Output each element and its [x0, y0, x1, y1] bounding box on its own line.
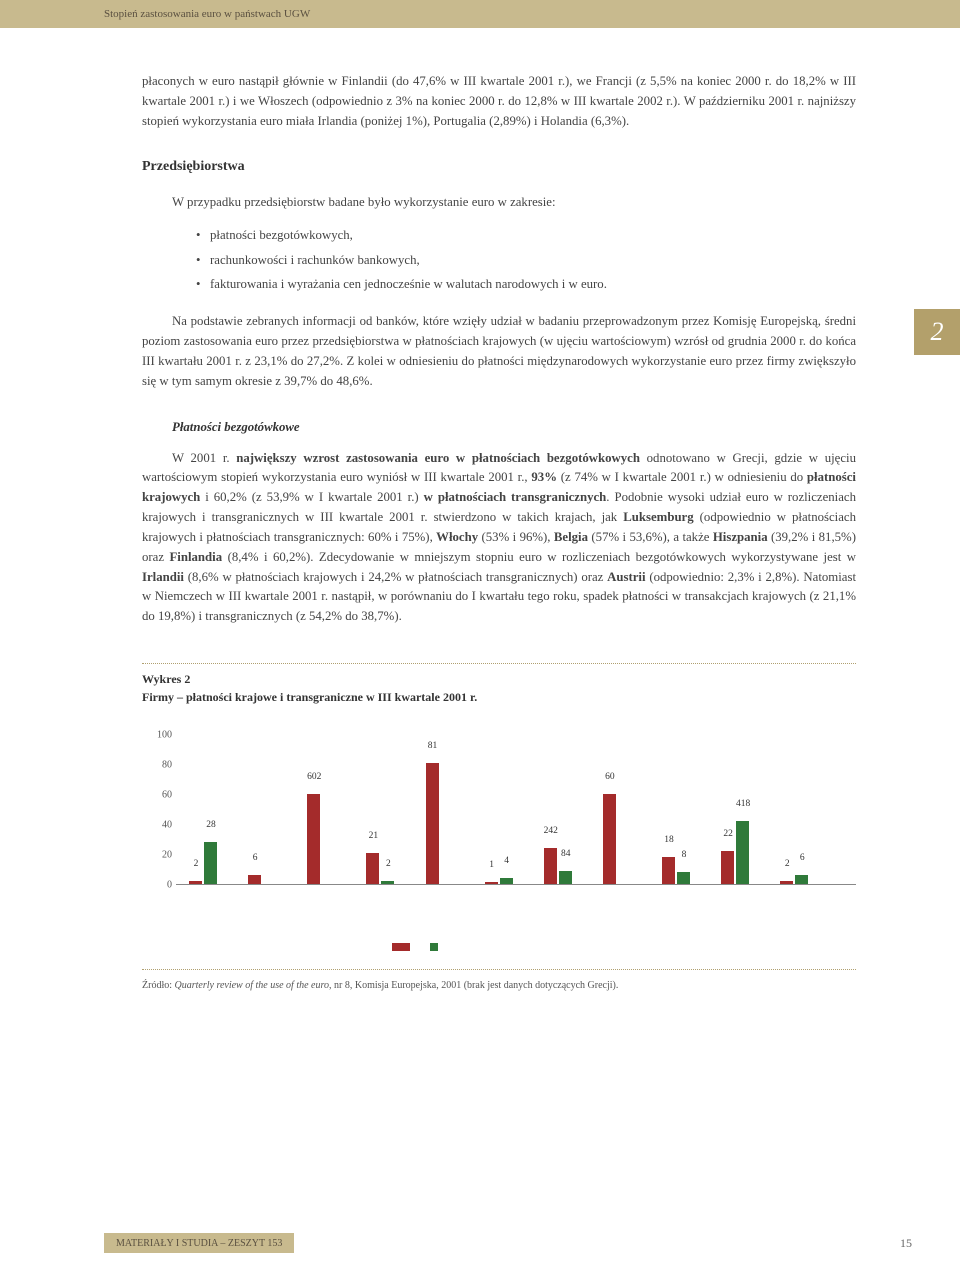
chart-block: Wykres 2 Firmy – płatności krajowe i tra…: [142, 663, 856, 991]
y-tick: 60: [162, 790, 172, 801]
page-number: 15: [900, 1236, 912, 1251]
bar-label: 81: [423, 741, 443, 751]
bar-crossborder: [795, 875, 808, 884]
bar-crossborder: [204, 842, 217, 884]
subsection-heading: Płatności bezgotówkowe: [172, 420, 856, 435]
bar-crossborder: [559, 871, 572, 884]
bar-domestic: [721, 851, 734, 884]
bar-label: 6: [792, 853, 812, 863]
bar-domestic: [189, 881, 202, 884]
bar-domestic: [780, 881, 793, 884]
bar-domestic: [307, 794, 320, 884]
y-tick: 100: [157, 730, 172, 741]
page: Stopień zastosowania euro w państwach UG…: [0, 0, 960, 1271]
y-tick: 40: [162, 820, 172, 831]
intro-paragraph: płaconych w euro nastąpił głównie w Finl…: [142, 72, 856, 131]
bar-label: 84: [556, 849, 576, 859]
bar-crossborder: [736, 821, 749, 884]
bar-label: 242: [541, 826, 561, 836]
plot-area: 2286602212811424284601882241826: [176, 735, 856, 885]
chart-area: 020406080100 228660221281142428460188224…: [142, 735, 856, 915]
bar-domestic: [603, 794, 616, 884]
bar-label: 4: [497, 856, 517, 866]
bar-domestic: [485, 882, 498, 884]
bar-label: 418: [733, 799, 753, 809]
chart-subtitle: Firmy – płatności krajowe i transgranicz…: [142, 690, 856, 705]
list-item: fakturowania i wyrażania cen jednocześni…: [196, 272, 856, 296]
paragraph: Na podstawie zebranych informacji od ban…: [142, 312, 856, 391]
bar-label: 2: [378, 859, 398, 869]
bar-label: 21: [363, 831, 383, 841]
chapter-number: 2: [931, 317, 944, 347]
y-tick: 0: [167, 880, 172, 891]
list-item: płatności bezgotówkowych,: [196, 223, 856, 247]
legend-swatch-a: [392, 943, 410, 951]
bullets-intro: W przypadku przedsiębiorstw badane było …: [172, 193, 856, 213]
footer-series: MATERIAŁY I STUDIA – ZESZYT 153: [104, 1233, 294, 1253]
legend: [392, 943, 438, 951]
bar-domestic: [426, 763, 439, 885]
chart-source: Źródło: Quarterly review of the use of t…: [142, 980, 856, 991]
bar-label: 2: [186, 859, 206, 869]
section-heading: Przedsiębiorstwa: [142, 159, 856, 175]
running-header: Stopień zastosowania euro w państwach UG…: [0, 0, 960, 28]
bar-label: 22: [718, 829, 738, 839]
divider: [142, 663, 856, 664]
bar-crossborder: [381, 881, 394, 884]
paragraph: W 2001 r. największy wzrost zastosowania…: [142, 449, 856, 627]
bar-crossborder: [677, 872, 690, 884]
bar-domestic: [662, 857, 675, 884]
chapter-tab: 2: [914, 309, 960, 355]
legend-item: [430, 943, 438, 951]
bar-label: 6: [245, 853, 265, 863]
content-area: 2 płaconych w euro nastąpił głównie w Fi…: [0, 72, 960, 991]
bar-label: 602: [304, 772, 324, 782]
legend-swatch-b: [430, 943, 438, 951]
bullet-list: płatności bezgotówkowych, rachunkowości …: [196, 223, 856, 296]
list-item: rachunkowości i rachunków bankowych,: [196, 248, 856, 272]
footer: MATERIAŁY I STUDIA – ZESZYT 153 15: [104, 1233, 912, 1253]
y-axis: 020406080100: [142, 735, 172, 885]
y-tick: 80: [162, 760, 172, 771]
running-title: Stopień zastosowania euro w państwach UG…: [104, 8, 310, 20]
bar-label: 60: [600, 772, 620, 782]
bar-label: 18: [659, 835, 679, 845]
chart-caption: Wykres 2: [142, 672, 856, 687]
legend-item: [392, 943, 410, 951]
divider: [142, 969, 856, 970]
bar-domestic: [248, 875, 261, 884]
y-tick: 20: [162, 850, 172, 861]
bar-crossborder: [500, 878, 513, 884]
bar-label: 8: [674, 850, 694, 860]
bar-label: 28: [201, 820, 221, 830]
